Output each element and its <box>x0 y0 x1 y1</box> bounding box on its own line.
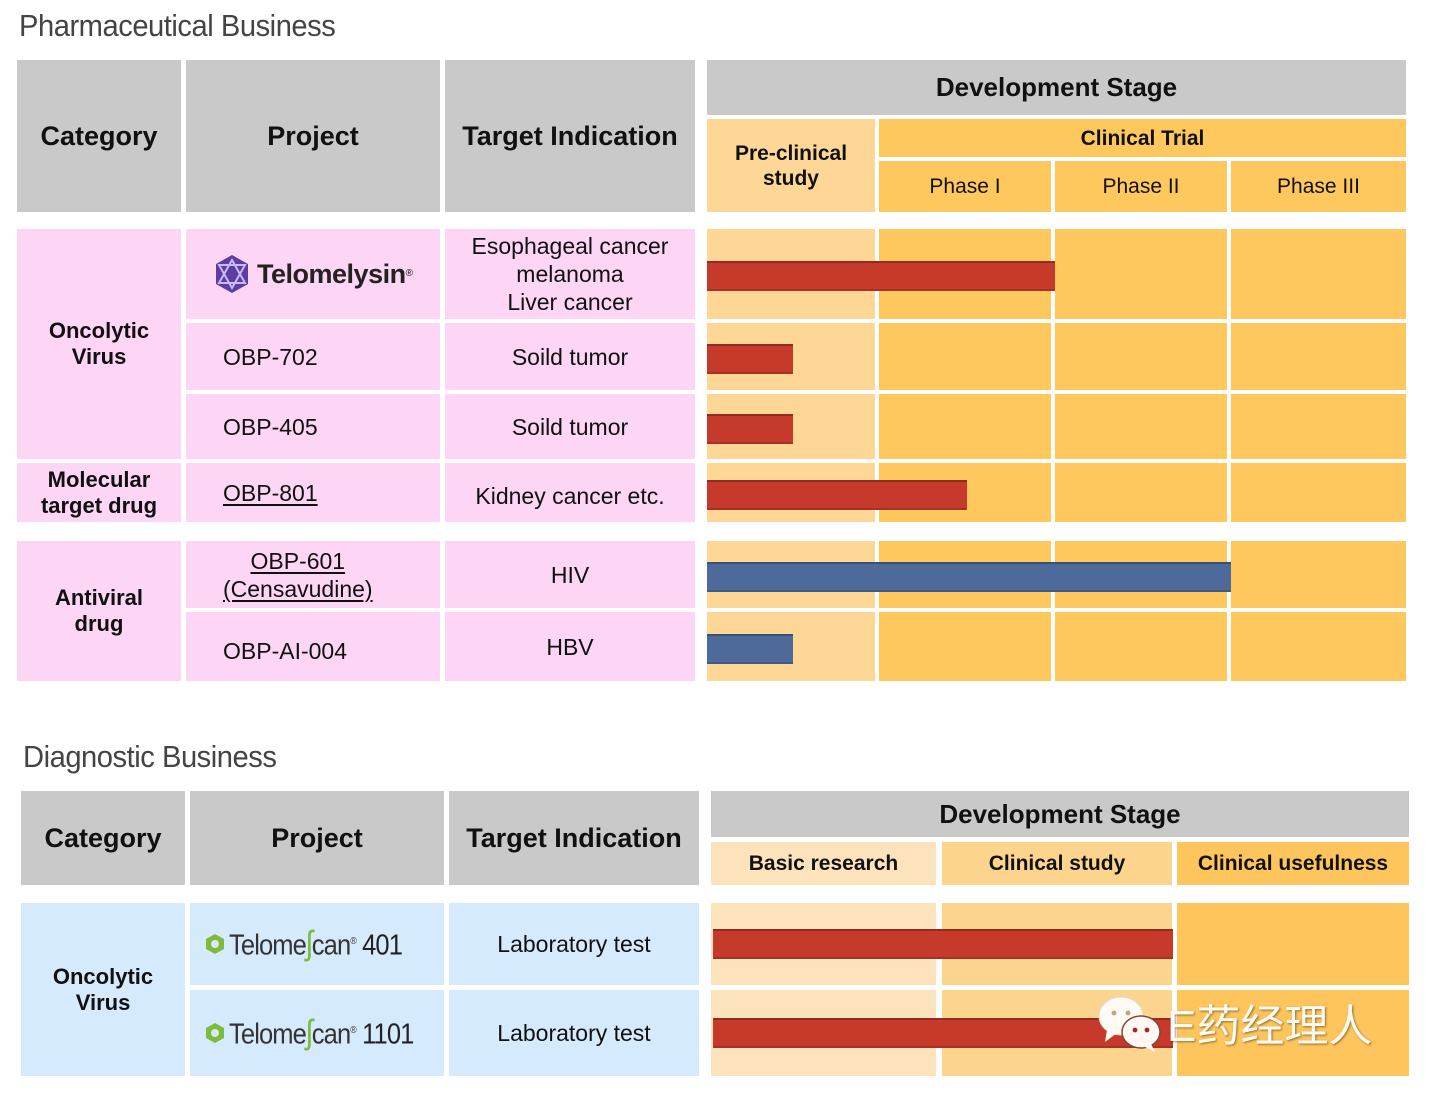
diag-header-category: Category <box>21 791 185 885</box>
project-telomescan-1101: Telomeʃcan® 1101 <box>190 990 444 1076</box>
stage-cell <box>1055 612 1227 681</box>
project-obp-ai-004: OBP-AI-004 <box>186 612 440 681</box>
pharma-header-target: Target Indication <box>445 60 695 212</box>
target-telomescan-401: Laboratory test <box>449 903 699 985</box>
progress-bar <box>713 1018 1173 1048</box>
pharma-section-title: Pharmaceutical Business <box>19 8 336 43</box>
target-obp-702: Soild tumor <box>445 323 695 390</box>
project-obp-801-link[interactable]: OBP-801 <box>186 463 440 522</box>
telomelysin-name: Telomelysin <box>257 259 406 289</box>
stage-cell <box>1055 229 1227 319</box>
telomescan-logo-icon <box>206 934 224 954</box>
target-obp-ai-004: HBV <box>445 612 695 681</box>
diag-header-dev-stage: Development Stage <box>711 791 1409 837</box>
progress-bar <box>707 343 793 374</box>
project-obp-405: OBP-405 <box>186 394 440 459</box>
wechat-icon <box>1098 996 1161 1052</box>
stage-cell <box>1055 463 1227 522</box>
progress-bar <box>707 261 1055 291</box>
target-telomelysin: Esophageal cancer melanoma Liver cancer <box>445 229 695 319</box>
stage-cell <box>1177 903 1409 985</box>
category-antiviral-drug: Antiviral drug <box>17 541 181 681</box>
diag-category-oncolytic-virus: Oncolytic Virus <box>21 903 185 1076</box>
progress-bar <box>707 479 967 510</box>
target-obp-801: Kidney cancer etc. <box>445 463 695 522</box>
stage-phase-3: Phase III <box>1231 161 1406 212</box>
stage-phase-1: Phase I <box>879 161 1051 212</box>
pharma-header-dev-stage: Development Stage <box>707 60 1406 115</box>
stage-clinical-study: Clinical study <box>942 842 1172 885</box>
progress-bar <box>707 633 793 664</box>
watermark-text: E药经理人 <box>1167 1002 1373 1051</box>
stage-cell <box>1231 541 1406 608</box>
stage-cell <box>1055 394 1227 459</box>
progress-bar <box>713 929 1173 959</box>
diag-section-title: Diagnostic Business <box>23 739 277 774</box>
stage-cell <box>879 323 1051 390</box>
stage-cell <box>1231 323 1406 390</box>
target-telomescan-1101: Laboratory test <box>449 990 699 1076</box>
stage-cell <box>1231 463 1406 522</box>
stage-clinical-trial: Clinical Trial <box>879 119 1406 157</box>
target-obp-601: HIV <box>445 541 695 608</box>
stage-pre-clinical: Pre-clinical study <box>707 119 875 212</box>
telomelysin-logo-icon <box>216 255 249 293</box>
stage-cell <box>879 394 1051 459</box>
project-obp-601-link[interactable]: OBP-601 (Censavudine) <box>186 541 440 608</box>
pharma-header-project: Project <box>186 60 440 212</box>
stage-cell <box>1231 612 1406 681</box>
stage-cell <box>1177 990 1409 1076</box>
project-telomelysin: Telomelysin ® <box>186 229 440 319</box>
diag-header-project: Project <box>190 791 444 885</box>
registered-mark: ® <box>405 268 413 279</box>
category-oncolytic-virus: Oncolytic Virus <box>17 229 181 459</box>
diag-header-target: Target Indication <box>449 791 699 885</box>
telomescan-number: 1101 <box>362 1018 414 1051</box>
telomescan-brand: Telomeʃcan® 1101 <box>229 1013 414 1052</box>
stage-cell <box>1231 229 1406 319</box>
stage-cell <box>1231 394 1406 459</box>
target-obp-405: Soild tumor <box>445 394 695 459</box>
pharma-header-category: Category <box>17 60 181 212</box>
telomescan-number: 401 <box>362 929 403 962</box>
stage-basic-research: Basic research <box>711 842 936 885</box>
category-molecular-target-drug: Molecular target drug <box>17 463 181 522</box>
stage-phase-2: Phase II <box>1055 161 1227 212</box>
stage-cell <box>879 612 1051 681</box>
stage-clinical-usefulness: Clinical usefulness <box>1177 842 1409 885</box>
project-obp-702: OBP-702 <box>186 323 440 390</box>
telomescan-brand: Telomeʃcan® 401 <box>229 924 403 963</box>
watermark: E药经理人 <box>1095 990 1415 1054</box>
project-telomescan-401: Telomeʃcan® 401 <box>190 903 444 985</box>
stage-cell <box>1055 323 1227 390</box>
progress-bar <box>707 413 793 444</box>
progress-bar <box>707 561 1231 592</box>
telomescan-logo-icon <box>206 1023 224 1043</box>
